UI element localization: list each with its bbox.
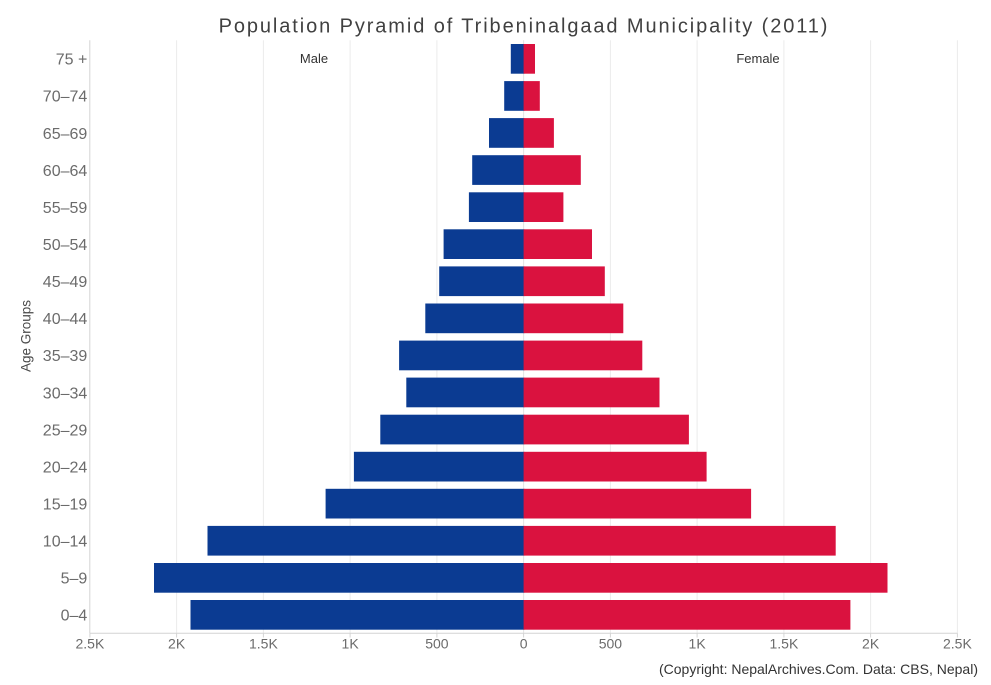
svg-text:10–14: 10–14: [43, 534, 88, 551]
svg-text:55–59: 55–59: [43, 200, 88, 217]
svg-text:65–69: 65–69: [43, 126, 88, 143]
svg-text:70–74: 70–74: [43, 89, 88, 106]
svg-text:40–44: 40–44: [43, 311, 88, 328]
svg-text:25–29: 25–29: [43, 422, 88, 439]
svg-text:1.5K: 1.5K: [769, 635, 798, 651]
svg-text:2.5K: 2.5K: [75, 635, 104, 651]
svg-text:45–49: 45–49: [43, 274, 88, 291]
svg-text:1.5K: 1.5K: [249, 635, 278, 651]
svg-text:50–54: 50–54: [43, 237, 88, 254]
svg-text:30–34: 30–34: [43, 385, 88, 402]
svg-text:Age Groups: Age Groups: [19, 300, 34, 372]
svg-text:5–9: 5–9: [61, 571, 88, 588]
svg-text:2.5K: 2.5K: [943, 635, 972, 651]
svg-text:Female: Female: [736, 51, 779, 66]
svg-text:75 +: 75 +: [56, 52, 88, 69]
svg-text:Male: Male: [300, 51, 328, 66]
svg-text:1K: 1K: [342, 635, 360, 651]
svg-text:35–39: 35–39: [43, 348, 88, 365]
svg-text:60–64: 60–64: [43, 163, 88, 180]
svg-text:500: 500: [425, 635, 449, 651]
svg-text:(Copyright: NepalArchives.Com.: (Copyright: NepalArchives.Com. Data: CBS…: [659, 661, 978, 677]
svg-text:15–19: 15–19: [43, 497, 88, 514]
svg-text:2K: 2K: [862, 635, 880, 651]
svg-text:0–4: 0–4: [61, 608, 88, 625]
svg-text:Population Pyramid of Tribenin: Population Pyramid of Tribeninalgaad Mun…: [219, 16, 830, 38]
svg-text:1K: 1K: [689, 635, 707, 651]
svg-text:20–24: 20–24: [43, 459, 88, 476]
svg-text:2K: 2K: [168, 635, 186, 651]
svg-text:0: 0: [520, 635, 528, 651]
svg-text:500: 500: [599, 635, 623, 651]
